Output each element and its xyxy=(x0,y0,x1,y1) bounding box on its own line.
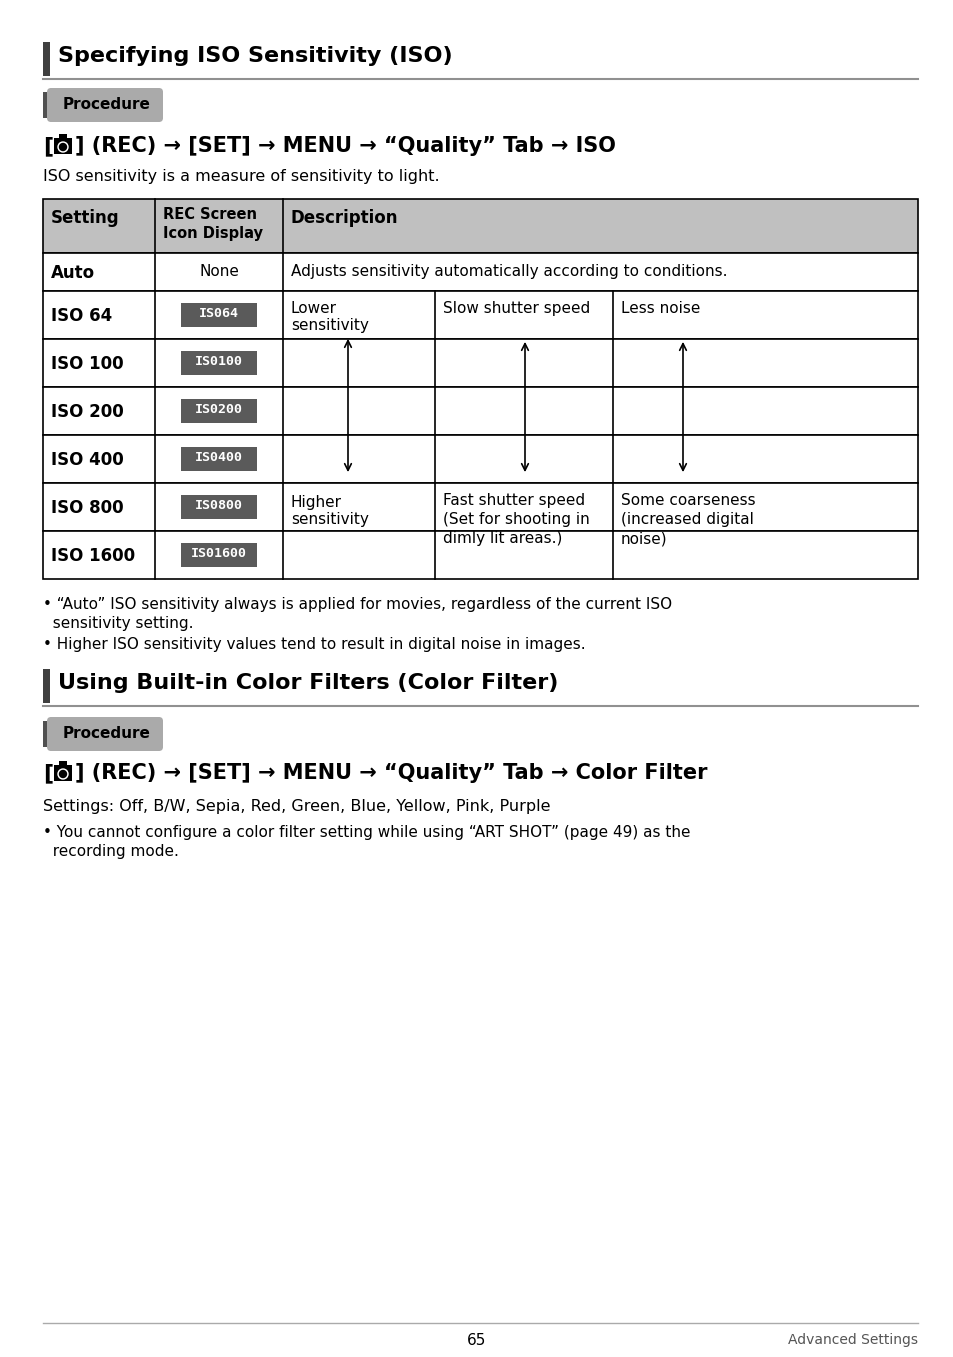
Text: IS0400: IS0400 xyxy=(194,451,243,464)
Text: Settings: Off, B/W, Sepia, Red, Green, Blue, Yellow, Pink, Purple: Settings: Off, B/W, Sepia, Red, Green, B… xyxy=(43,799,550,814)
Bar xyxy=(43,199,917,252)
Bar xyxy=(43,721,48,746)
Bar xyxy=(181,543,256,567)
Text: • You cannot configure a color filter setting while using “ART SHOT” (page 49) a: • You cannot configure a color filter se… xyxy=(43,825,690,840)
Text: ISO 64: ISO 64 xyxy=(51,307,112,324)
Bar xyxy=(43,42,50,76)
Text: IS0800: IS0800 xyxy=(194,499,243,512)
FancyBboxPatch shape xyxy=(47,716,163,750)
Text: Advanced Settings: Advanced Settings xyxy=(787,1333,917,1348)
Text: IS0200: IS0200 xyxy=(194,403,243,417)
Text: ISO 1600: ISO 1600 xyxy=(51,547,135,565)
Text: Adjusts sensitivity automatically according to conditions.: Adjusts sensitivity automatically accord… xyxy=(291,265,727,280)
Bar xyxy=(59,134,67,138)
Text: ISO 400: ISO 400 xyxy=(51,451,124,470)
Text: ISO sensitivity is a measure of sensitivity to light.: ISO sensitivity is a measure of sensitiv… xyxy=(43,170,439,185)
Text: Slow shutter speed: Slow shutter speed xyxy=(442,301,590,316)
Text: [: [ xyxy=(43,763,53,783)
Text: IS064: IS064 xyxy=(199,307,239,320)
Text: Higher
sensitivity: Higher sensitivity xyxy=(291,495,369,528)
Text: IS01600: IS01600 xyxy=(191,547,247,560)
Bar xyxy=(43,531,917,579)
Bar xyxy=(43,483,917,531)
Text: ISO 100: ISO 100 xyxy=(51,356,124,373)
Text: • “Auto” ISO sensitivity always is applied for movies, regardless of the current: • “Auto” ISO sensitivity always is appli… xyxy=(43,597,672,612)
Text: Less noise: Less noise xyxy=(620,301,700,316)
Bar xyxy=(181,446,256,471)
Text: recording mode.: recording mode. xyxy=(43,844,179,859)
Bar xyxy=(43,92,48,118)
Text: IS0100: IS0100 xyxy=(194,356,243,368)
Bar xyxy=(43,252,917,290)
Circle shape xyxy=(59,771,67,778)
Text: ] (REC) → [SET] → MENU → “Quality” Tab → Color Filter: ] (REC) → [SET] → MENU → “Quality” Tab →… xyxy=(75,763,707,783)
FancyBboxPatch shape xyxy=(47,88,163,122)
Bar xyxy=(181,495,256,518)
Text: Using Built-in Color Filters (Color Filter): Using Built-in Color Filters (Color Filt… xyxy=(58,673,558,693)
Text: ] (REC) → [SET] → MENU → “Quality” Tab → ISO: ] (REC) → [SET] → MENU → “Quality” Tab →… xyxy=(75,136,616,156)
Text: Lower
sensitivity: Lower sensitivity xyxy=(291,301,369,334)
Bar xyxy=(181,303,256,327)
Text: • Higher ISO sensitivity values tend to result in digital noise in images.: • Higher ISO sensitivity values tend to … xyxy=(43,636,585,651)
Bar xyxy=(181,399,256,423)
Text: Setting: Setting xyxy=(51,209,119,227)
Text: Fast shutter speed
(Set for shooting in
dimly lit areas.): Fast shutter speed (Set for shooting in … xyxy=(442,493,589,547)
Bar xyxy=(59,761,67,765)
Text: ISO 200: ISO 200 xyxy=(51,403,124,421)
Text: [: [ xyxy=(43,136,53,156)
Text: Description: Description xyxy=(291,209,398,227)
Text: ISO 800: ISO 800 xyxy=(51,499,124,517)
Bar xyxy=(43,436,917,483)
Text: Procedure: Procedure xyxy=(63,726,151,741)
Circle shape xyxy=(58,769,68,779)
Text: Specifying ISO Sensitivity (ISO): Specifying ISO Sensitivity (ISO) xyxy=(58,46,452,66)
Bar xyxy=(43,387,917,436)
Text: sensitivity setting.: sensitivity setting. xyxy=(43,616,193,631)
Circle shape xyxy=(59,144,67,151)
Bar xyxy=(54,138,71,153)
Text: Auto: Auto xyxy=(51,265,95,282)
Bar xyxy=(43,339,917,387)
Circle shape xyxy=(58,142,68,152)
Text: Procedure: Procedure xyxy=(63,96,151,113)
Bar xyxy=(43,290,917,339)
Bar xyxy=(54,765,71,782)
Text: Some coarseness
(increased digital
noise): Some coarseness (increased digital noise… xyxy=(620,493,755,547)
Text: 65: 65 xyxy=(467,1333,486,1348)
Bar xyxy=(43,669,50,703)
Text: REC Screen
Icon Display: REC Screen Icon Display xyxy=(163,208,263,242)
Bar xyxy=(181,351,256,375)
Text: None: None xyxy=(199,265,238,280)
